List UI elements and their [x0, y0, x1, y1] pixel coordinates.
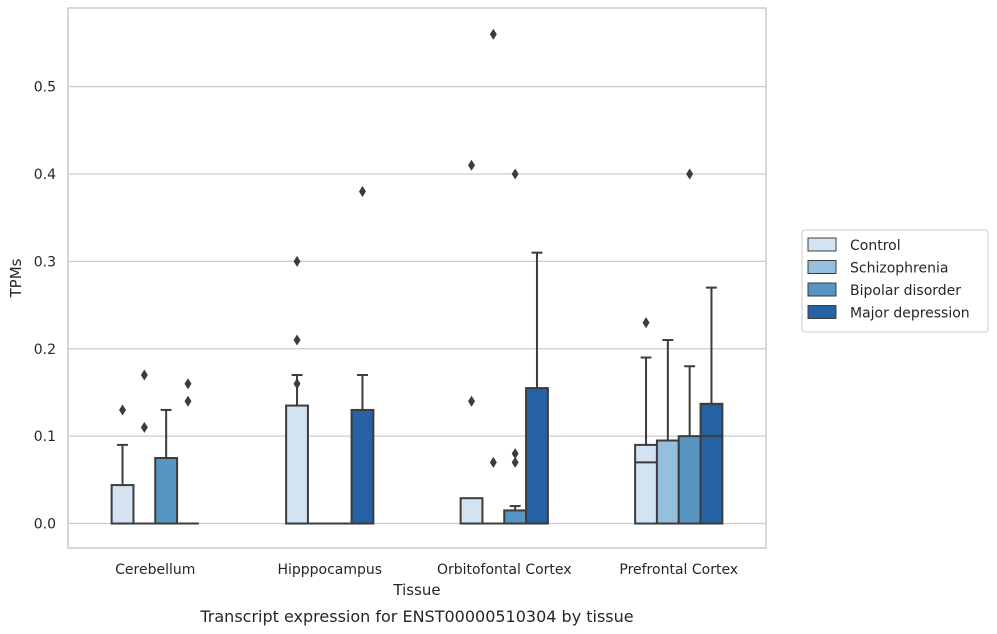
boxes [110, 28, 724, 525]
box-control [285, 255, 309, 525]
box-bipolar-disorder [677, 168, 702, 525]
outlier-point [293, 378, 301, 390]
box-body [350, 408, 375, 525]
outlier-point [489, 28, 497, 40]
chart-caption: Transcript expression for ENST0000051030… [199, 607, 633, 626]
box-schizophrenia [655, 339, 680, 525]
box-schizophrenia [133, 369, 156, 525]
x-ticks: Cerebellum Hipppocampus Orbitofontal Corte… [115, 562, 738, 578]
box-body [677, 435, 702, 525]
box-body [459, 497, 484, 525]
box-body [655, 439, 680, 525]
box-bipolar-disorder [154, 408, 179, 525]
box-control [634, 317, 658, 525]
box-schizophrenia [482, 28, 505, 525]
outlier-point [642, 317, 650, 329]
x-tick-label: Orbitofontal Cortex [437, 562, 572, 578]
legend-label: Control [850, 238, 901, 254]
legend-swatch [807, 260, 837, 274]
y-ticks: 0.0 0.1 0.2 0.3 0.4 0.5 [34, 80, 56, 533]
box-body [699, 402, 724, 525]
outlier-point [511, 168, 519, 180]
box-control [110, 404, 135, 525]
outlier-point [358, 185, 366, 197]
y-tick-label: 0.1 [34, 429, 56, 445]
box-major-depression [350, 185, 375, 525]
legend-swatch [807, 237, 837, 252]
outlier-point [140, 369, 148, 381]
outlier-point [511, 456, 519, 468]
outlier-point [468, 395, 476, 407]
legend: Control Schizophrenia Bipolar disorder Majo… [801, 229, 989, 333]
outlier-point [140, 421, 148, 433]
legend-label: Major depression [850, 306, 970, 322]
y-tick-label: 0.0 [34, 517, 56, 533]
outlier-point [119, 404, 127, 416]
legend-label: Bipolar disorder [850, 283, 961, 299]
legend-label: Schizophrenia [850, 261, 948, 277]
y-tick-label: 0.3 [34, 254, 56, 270]
x-axis-label: Tissue [392, 581, 440, 599]
outlier-point [293, 255, 301, 267]
box-major-depression [525, 251, 549, 525]
box-body [285, 404, 309, 525]
box-control [459, 159, 484, 525]
box-major-depression [177, 378, 199, 525]
outlier-point [489, 456, 497, 468]
box-body [503, 509, 528, 525]
y-tick-label: 0.2 [34, 342, 56, 358]
outlier-point [293, 334, 301, 346]
y-tick-label: 0.5 [34, 80, 56, 96]
outlier-point [184, 378, 192, 390]
plot-frame [67, 7, 767, 549]
x-tick-label: Prefrontal Cortex [619, 562, 738, 578]
outlier-point [184, 395, 192, 407]
y-axis-label: TPMs [7, 258, 25, 298]
box-body [110, 484, 135, 525]
box-body [154, 457, 179, 525]
legend-frame [801, 229, 989, 333]
box-major-depression [699, 286, 724, 525]
legend-swatch [807, 282, 837, 297]
box-bipolar-disorder [503, 168, 528, 525]
legend-swatch [807, 305, 837, 319]
box-body [634, 443, 658, 525]
outlier-point [468, 159, 476, 171]
outlier-point [511, 448, 519, 460]
y-tick-label: 0.4 [34, 167, 56, 183]
outlier-point [686, 168, 694, 180]
x-tick-label: Cerebellum [115, 562, 195, 578]
box-body [525, 387, 549, 525]
x-tick-label: Hipppocampus [277, 562, 382, 578]
